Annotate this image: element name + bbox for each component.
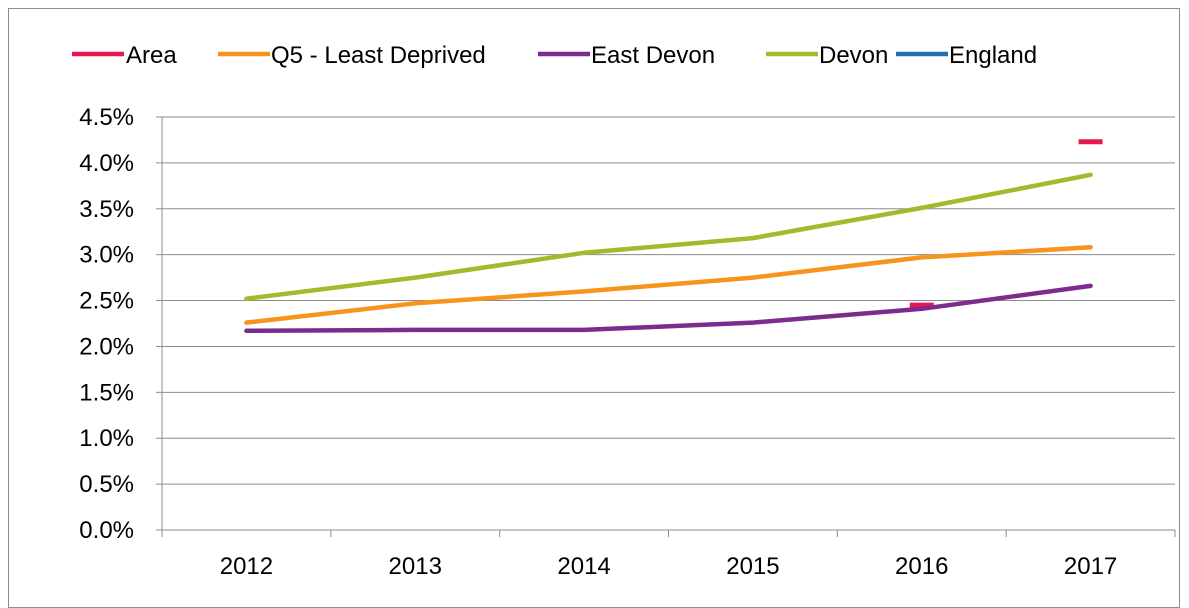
legend-label-east-devon: East Devon [591,42,715,69]
y-tick-label: 3.5% [79,196,134,223]
y-tick-label: 1.0% [79,425,134,452]
x-tick-label: 2017 [1064,553,1117,580]
y-tick-label: 0.5% [79,471,134,498]
series [244,139,1103,334]
y-tick-label: 2.5% [79,288,134,315]
y-tick-label: 4.5% [79,104,134,131]
x-tick-label: 2014 [557,553,610,580]
y-tick-label: 1.5% [79,379,134,406]
x-tick-label: 2015 [726,553,779,580]
line-chart: Area Q5 - Least Deprived East Devon Devon En… [72,42,1176,580]
legend-label-devon: Devon [819,42,888,69]
legend-label-q5-least-deprived: Q5 - Least Deprived [271,42,486,69]
y-tick-label: 2.0% [79,333,134,360]
tick-labels: 0.0% 0.5% 1.0% 1.5% 2.0% 2.5% 3.0% 3.5% 4.0% 4.5%… [79,104,1117,580]
x-tick-label: 2013 [389,553,442,580]
legend: Area Q5 - Least Deprived East Devon Devon En… [72,42,1037,69]
y-tick-label: 4.0% [79,150,134,177]
series-line-east-devon [244,283,1093,334]
series-line-q5-least-deprived [244,245,1093,325]
legend-label-area: Area [126,42,177,69]
axes [156,116,1176,537]
y-tick-label: 3.0% [79,242,134,269]
series-line-devon [244,172,1093,301]
chart-container [8,8,1180,608]
legend-label-england: England [949,42,1037,69]
y-tick-label: 0.0% [79,517,134,544]
x-tick-label: 2016 [895,553,948,580]
x-tick-label: 2012 [220,553,273,580]
gridlines [162,116,1175,485]
